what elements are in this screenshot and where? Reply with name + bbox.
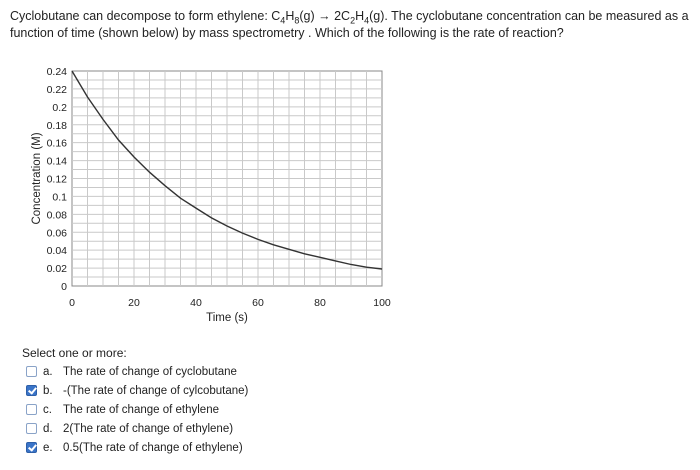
y-tick-label: 0.2 — [52, 102, 67, 114]
option-label: The rate of change of cyclobutane — [63, 365, 237, 378]
checkbox[interactable] — [26, 404, 37, 415]
y-tick-label: 0.12 — [47, 174, 68, 186]
x-tick-label: 0 — [69, 297, 75, 309]
x-tick-label: 80 — [314, 297, 326, 309]
x-axis-title: Time (s) — [206, 312, 248, 324]
y-tick-label: 0 — [61, 281, 67, 293]
option-e[interactable]: e. 0.5(The rate of change of ethylene) — [26, 438, 248, 457]
option-letter: b. — [43, 384, 53, 397]
y-tick-label: 0.18 — [47, 120, 68, 132]
checkbox[interactable] — [26, 366, 37, 377]
y-tick-label: 0.14 — [47, 156, 68, 168]
answer-options: a. The rate of change of cyclobutane b. -(T… — [26, 362, 248, 457]
chart-svg: 0 0.02 0.04 0.06 0.08 0.1 0.12 0.14 0.16 0.18 0.2 0… — [31, 66, 391, 324]
x-tick-label: 40 — [190, 297, 202, 309]
y-tick-label: 0.08 — [47, 209, 68, 221]
concentration-chart: 0 0.02 0.04 0.06 0.08 0.1 0.12 0.14 0.16 0.18 0.2 0… — [0, 55, 420, 335]
question-text-part: Cyclobutane can decompose to form ethyle… — [10, 9, 281, 23]
question-text: Cyclobutane can decompose to form ethyle… — [10, 8, 695, 42]
select-prompt: Select one or more: — [22, 346, 127, 360]
option-b[interactable]: b. -(The rate of change of cylcobutane) — [26, 381, 248, 400]
question-text-part: H — [285, 9, 295, 23]
option-label: -(The rate of change of cylcobutane) — [63, 384, 249, 397]
checkbox[interactable] — [26, 442, 37, 453]
option-letter: c. — [43, 403, 52, 416]
option-a[interactable]: a. The rate of change of cyclobutane — [26, 362, 248, 381]
option-letter: d. — [43, 422, 53, 435]
checkbox[interactable] — [26, 385, 37, 396]
y-tick-label: 0.22 — [47, 84, 68, 96]
x-tick-label: 60 — [252, 297, 264, 309]
series-line — [71, 70, 383, 270]
x-tick-label: 20 — [128, 297, 140, 309]
subscript: 4 — [364, 15, 370, 26]
option-label: The rate of change of ethylene — [63, 403, 219, 416]
option-label: 0.5(The rate of change of ethylene) — [63, 441, 243, 454]
subscript: 8 — [294, 15, 300, 26]
y-tick-label: 0.24 — [47, 66, 68, 78]
option-label: 2(The rate of change of ethylene) — [63, 422, 234, 435]
y-tick-label: 0.02 — [47, 263, 68, 275]
option-c[interactable]: c. The rate of change of ethylene — [26, 400, 248, 419]
option-letter: e. — [43, 441, 53, 454]
question-text-part: (g). The cyclobutane concentration can b… — [10, 9, 689, 40]
subscript: 2 — [350, 15, 356, 26]
y-tick-label: 0.06 — [47, 227, 68, 239]
question-text-part: H — [355, 9, 365, 23]
option-letter: a. — [43, 365, 53, 378]
x-tick-label: 100 — [373, 297, 391, 309]
subscript: 4 — [280, 15, 286, 26]
option-d[interactable]: d. 2(The rate of change of ethylene) — [26, 419, 248, 438]
question-text-part: (g) → 2C — [299, 9, 351, 23]
y-tick-label: 0.16 — [47, 138, 68, 150]
y-axis-title: Concentration (M) — [31, 132, 43, 224]
y-tick-label: 0.04 — [47, 245, 68, 257]
y-tick-label: 0.1 — [52, 191, 67, 203]
checkbox[interactable] — [26, 423, 37, 434]
